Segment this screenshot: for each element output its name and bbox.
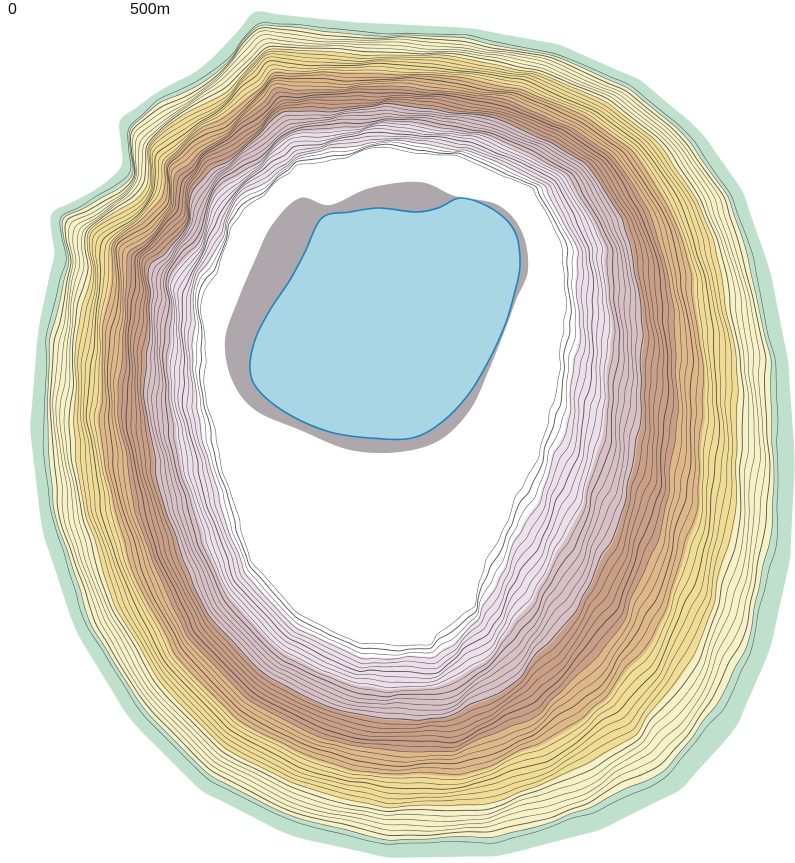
contour-line [63,42,750,817]
contour-line [42,22,779,845]
crater-lake [249,197,521,441]
contour-line [103,74,700,771]
contour-line [165,120,616,693]
scale-end-label: 500m [130,1,171,18]
contour-line [106,77,694,767]
contour-line [59,38,755,822]
contour-line [117,85,679,753]
contour-line [195,141,577,656]
contour-line [47,24,775,841]
contour-line [183,135,590,670]
contour-line [52,30,766,832]
contour-line [68,45,745,813]
contour-line [143,102,644,721]
contour-line [133,97,660,734]
contour-line [93,68,709,781]
contour-line [136,98,655,730]
contour-line [82,56,725,795]
contour-line [89,64,715,785]
contour-line [113,82,684,758]
contour-line [197,143,572,652]
contour-line [121,88,674,748]
contour-line [162,118,621,698]
contour-line [109,79,688,763]
contour-line [140,100,650,725]
contour-line [156,113,630,706]
contour-line [177,128,600,679]
contour-line [125,91,670,744]
contour-line [169,122,611,688]
contour-line [191,139,582,660]
contour-line [151,109,634,711]
contour-line [80,53,729,800]
contour-line [159,116,625,701]
contour-lines [42,22,779,845]
contour-line [55,34,761,827]
contour-line [77,50,733,805]
contour-line [200,146,567,647]
scale-start-label: 0 [8,1,17,18]
contour-line [49,27,771,837]
contour-line [98,71,704,775]
contour-line [146,106,638,716]
contour-line [130,95,665,738]
contour-line [173,125,605,683]
contour-line [180,131,595,675]
contour-line [85,60,721,790]
contour-line [73,48,739,809]
contour-line [187,138,586,665]
